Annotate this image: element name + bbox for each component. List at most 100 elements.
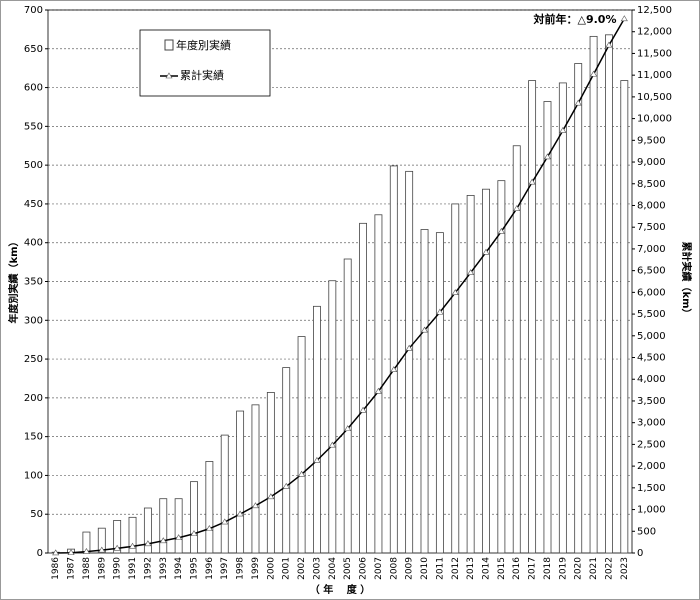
x-tick-label: 2015 [497,557,507,580]
y2-tick-label: 3,000 [637,418,666,429]
bar [128,516,137,554]
y2-tick-label: 7,500 [637,222,666,233]
x-tick-label: 1994 [174,557,184,580]
y-tick-label: 50 [30,509,43,520]
bar [297,336,306,554]
y2-tick-label: 4,500 [637,353,666,364]
line-marker [52,549,60,556]
annotation: 対前年：△9.0% [533,12,617,26]
bar [420,229,429,554]
line-marker [344,425,352,432]
line-marker [159,537,167,544]
line-marker [82,547,90,554]
line-marker [497,227,505,234]
bar [220,434,229,554]
legend-label: 年度別実績 [176,38,231,52]
x-tick-label: 2009 [405,557,415,580]
x-tick-label: 2017 [528,557,538,580]
legend-label: 累計実績 [180,68,224,82]
line-marker [67,549,75,556]
y2-tick-label: 1,000 [637,505,666,516]
x-axis-label: （ 年 度 ） [310,583,370,596]
line-marker [451,289,459,296]
y2-tick-label: 11,000 [637,70,672,81]
line-marker [390,366,398,372]
y2-tick-label: 11,500 [637,48,672,59]
y2-tick-label: 10,500 [637,92,672,103]
y-tick-label: 100 [24,470,43,481]
bar [389,165,398,554]
bar [405,170,414,554]
line-marker [513,205,521,211]
x-tick-label: 1987 [67,557,77,580]
x-tick-label: 1988 [82,557,92,580]
bar [113,520,122,554]
bar [343,258,352,554]
y2-tick-label: 1,500 [637,483,666,494]
x-tick-label: 2008 [389,557,399,580]
y2-tick-label: 3,500 [637,396,666,407]
y2-tick-label: 0 [637,548,643,559]
bar [236,410,245,554]
cumulative-line [55,18,625,554]
y2-tick-label: 12,500 [637,5,672,16]
x-tick-label: 2010 [420,557,430,580]
line-marker [267,493,275,500]
line-marker [205,525,213,531]
line-marker [420,326,429,333]
bar [528,80,537,554]
bar [620,80,629,554]
line-marker [374,387,382,394]
line-marker [98,546,106,553]
x-tick-label: 2014 [482,557,492,580]
y-tick-label: 450 [24,199,43,210]
line-marker [467,269,475,275]
y2-tick-label: 10,000 [637,114,672,125]
x-tick-label: 2007 [374,557,384,580]
bar [435,232,444,554]
bar [282,367,291,554]
bar [466,194,475,554]
y2-tick-label: 6,500 [637,266,666,277]
y-tick-label: 650 [24,44,43,55]
line-marker [528,178,536,185]
x-tick-label: 2022 [604,557,614,580]
line-marker [175,534,183,541]
x-tick-label: 2020 [574,557,584,580]
line-marker [590,70,598,77]
bar [313,305,321,554]
x-tick-label: 1986 [51,557,61,580]
x-tick-label: 2013 [466,557,476,580]
x-tick-label: 2012 [451,557,461,580]
x-tick-label: 2000 [266,557,276,580]
bar [543,101,552,554]
bar [574,63,583,554]
bar [482,188,490,554]
y-tick-label: 550 [24,121,43,132]
y2-tick-label: 5,500 [637,309,666,320]
line-marker [313,456,321,463]
bar [451,203,460,554]
line-marker [620,15,628,22]
y2-tick-label: 500 [637,526,656,537]
bar [497,180,506,554]
line-marker [128,542,137,549]
line-marker [359,406,367,413]
x-tick-label: 2003 [312,557,322,580]
x-tick-label: 2019 [558,557,568,580]
y-tick-label: 200 [24,393,43,404]
line-marker [113,544,121,551]
x-tick-label: 1998 [236,557,246,580]
y2-tick-label: 9,000 [637,157,666,168]
x-tick-label: 1990 [113,557,123,580]
y2-tick-label: 9,500 [637,135,666,146]
line-marker [543,153,552,160]
x-tick-label: 1995 [190,557,200,580]
y-axis-label: 年度別実績（km） [7,236,20,323]
y-tick-label: 600 [24,83,43,94]
y2-axis-label: 累計実績（km） [680,241,693,318]
y2-tick-label: 12,000 [637,27,672,38]
y-tick-label: 350 [24,277,43,288]
x-tick-label: 2021 [589,557,599,580]
bar [374,214,383,554]
